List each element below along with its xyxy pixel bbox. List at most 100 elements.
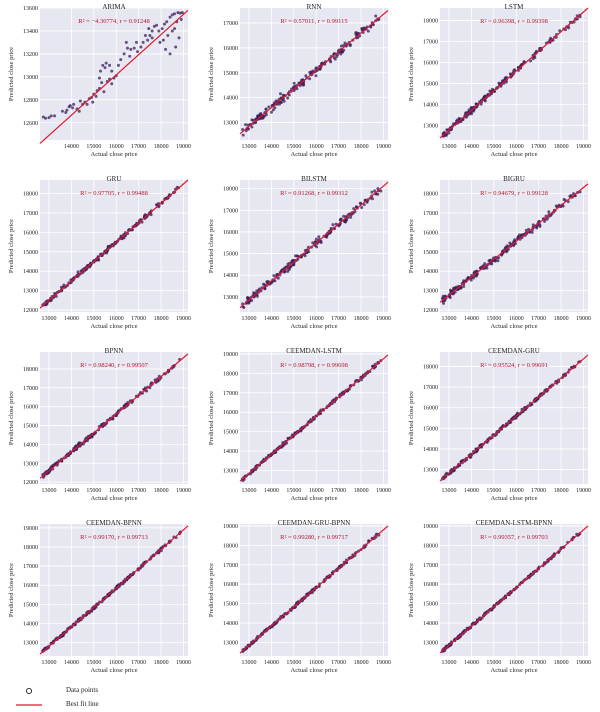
y-tick-label: 15000	[223, 430, 238, 436]
data-point	[241, 133, 245, 137]
y-tick-label: 18000	[23, 192, 38, 198]
data-point	[176, 11, 180, 15]
data-point	[158, 40, 162, 44]
data-point	[448, 288, 452, 292]
r2-annotation: R² = 0.98240, r = 0.99507	[80, 362, 149, 369]
chart-panel: 14000 15000 16000 17000 18000 19000 12600 12800…	[8, 3, 191, 158]
y-tick-label: 14000	[423, 102, 438, 108]
y-tick-label: 14000	[423, 269, 438, 275]
data-point	[296, 254, 300, 258]
chart-title: CEEMDAN-BPNN	[86, 519, 142, 527]
x-tick-label: 17000	[331, 488, 346, 494]
data-point	[355, 31, 359, 35]
data-point	[530, 230, 534, 234]
data-point	[508, 241, 512, 245]
legend-line-marker	[16, 704, 42, 706]
x-axis-label: Actual close price	[491, 667, 538, 674]
data-point	[545, 217, 549, 221]
data-point	[293, 254, 297, 258]
chart-title: CEEMDAN-GRU	[488, 347, 540, 355]
y-tick-label: 14000	[423, 621, 438, 627]
data-point	[110, 69, 114, 73]
x-axis-label: Actual close price	[91, 151, 138, 158]
data-point	[170, 29, 174, 33]
y-axis-label: Predicted close price	[408, 219, 415, 273]
x-axis-label: Actual close price	[291, 495, 338, 502]
chart-panel: 13000 14000 15000 16000 17000 18000 19000 13000…	[208, 175, 391, 330]
data-point	[343, 41, 347, 45]
data-point	[141, 40, 145, 44]
data-point	[150, 36, 154, 40]
r2-annotation: R² = 0.95524, r = 0.99691	[480, 362, 548, 369]
data-point	[288, 261, 292, 265]
data-point	[342, 48, 346, 52]
data-point	[374, 14, 378, 18]
y-tick-label: 17000	[423, 40, 438, 46]
data-point	[376, 192, 380, 196]
y-tick-label: 16000	[23, 230, 38, 236]
x-tick-label: 16000	[309, 144, 324, 150]
data-point	[464, 111, 468, 115]
data-point	[276, 276, 280, 280]
x-tick-label: 14000	[264, 660, 279, 666]
data-point	[60, 109, 64, 113]
x-tick-label: 19000	[576, 316, 591, 322]
data-point	[543, 219, 547, 223]
y-tick-label: 12800	[23, 98, 38, 104]
data-point	[180, 11, 184, 15]
best-fit-line	[239, 354, 389, 482]
data-point	[443, 294, 447, 298]
x-tick-label: 16000	[109, 316, 124, 322]
y-tick-label: 15000	[423, 602, 438, 608]
data-point	[339, 52, 343, 56]
data-point	[317, 235, 321, 239]
data-point	[448, 296, 452, 300]
data-point	[41, 115, 45, 119]
chart-panel: 13000 14000 15000 16000 17000 18000 19000 13000…	[208, 519, 391, 674]
y-tick-label: 16000	[223, 410, 238, 416]
data-point	[279, 100, 283, 104]
x-tick-label: 18000	[554, 660, 569, 666]
data-point	[99, 69, 103, 73]
y-axis-label: Predicted close price	[208, 563, 215, 617]
x-tick-label: 15000	[486, 144, 501, 150]
data-point	[332, 56, 336, 60]
data-point	[269, 110, 273, 114]
data-point	[250, 125, 254, 129]
chart-panel: 13000 14000 15000 16000 17000 18000 19000 13000…	[208, 3, 391, 158]
x-tick-label: 19000	[176, 144, 191, 150]
data-point	[177, 36, 181, 40]
data-point	[140, 220, 144, 224]
data-point	[68, 104, 72, 108]
data-point	[283, 270, 287, 274]
data-point	[288, 266, 292, 270]
data-point	[462, 284, 466, 288]
x-tick-label: 19000	[576, 488, 591, 494]
data-point	[160, 27, 164, 31]
x-tick-label: 18000	[354, 144, 369, 150]
data-point	[257, 287, 261, 291]
data-point	[373, 189, 377, 193]
data-point	[286, 269, 290, 273]
x-tick-label: 14000	[264, 488, 279, 494]
y-tick-label: 15000	[23, 424, 38, 430]
x-tick-label: 15000	[286, 144, 301, 150]
x-tick-label: 19000	[176, 316, 191, 322]
y-tick-label: 12600	[23, 121, 38, 127]
data-point	[54, 294, 58, 298]
y-tick-label: 16000	[423, 406, 438, 412]
data-point	[94, 94, 98, 98]
y-tick-label: 18000	[23, 545, 38, 551]
y-tick-label: 15000	[423, 81, 438, 87]
data-point	[179, 17, 183, 21]
y-tick-label: 13200	[23, 52, 38, 58]
x-tick-label: 14000	[64, 316, 79, 322]
y-tick-label: 14000	[223, 449, 238, 455]
data-point	[251, 118, 255, 122]
data-point	[339, 217, 343, 221]
data-point	[72, 102, 76, 106]
data-point	[132, 46, 136, 50]
plot-area	[40, 8, 188, 140]
x-axis-label: Actual close price	[491, 323, 538, 330]
legend-line: Best fit line	[14, 698, 194, 712]
